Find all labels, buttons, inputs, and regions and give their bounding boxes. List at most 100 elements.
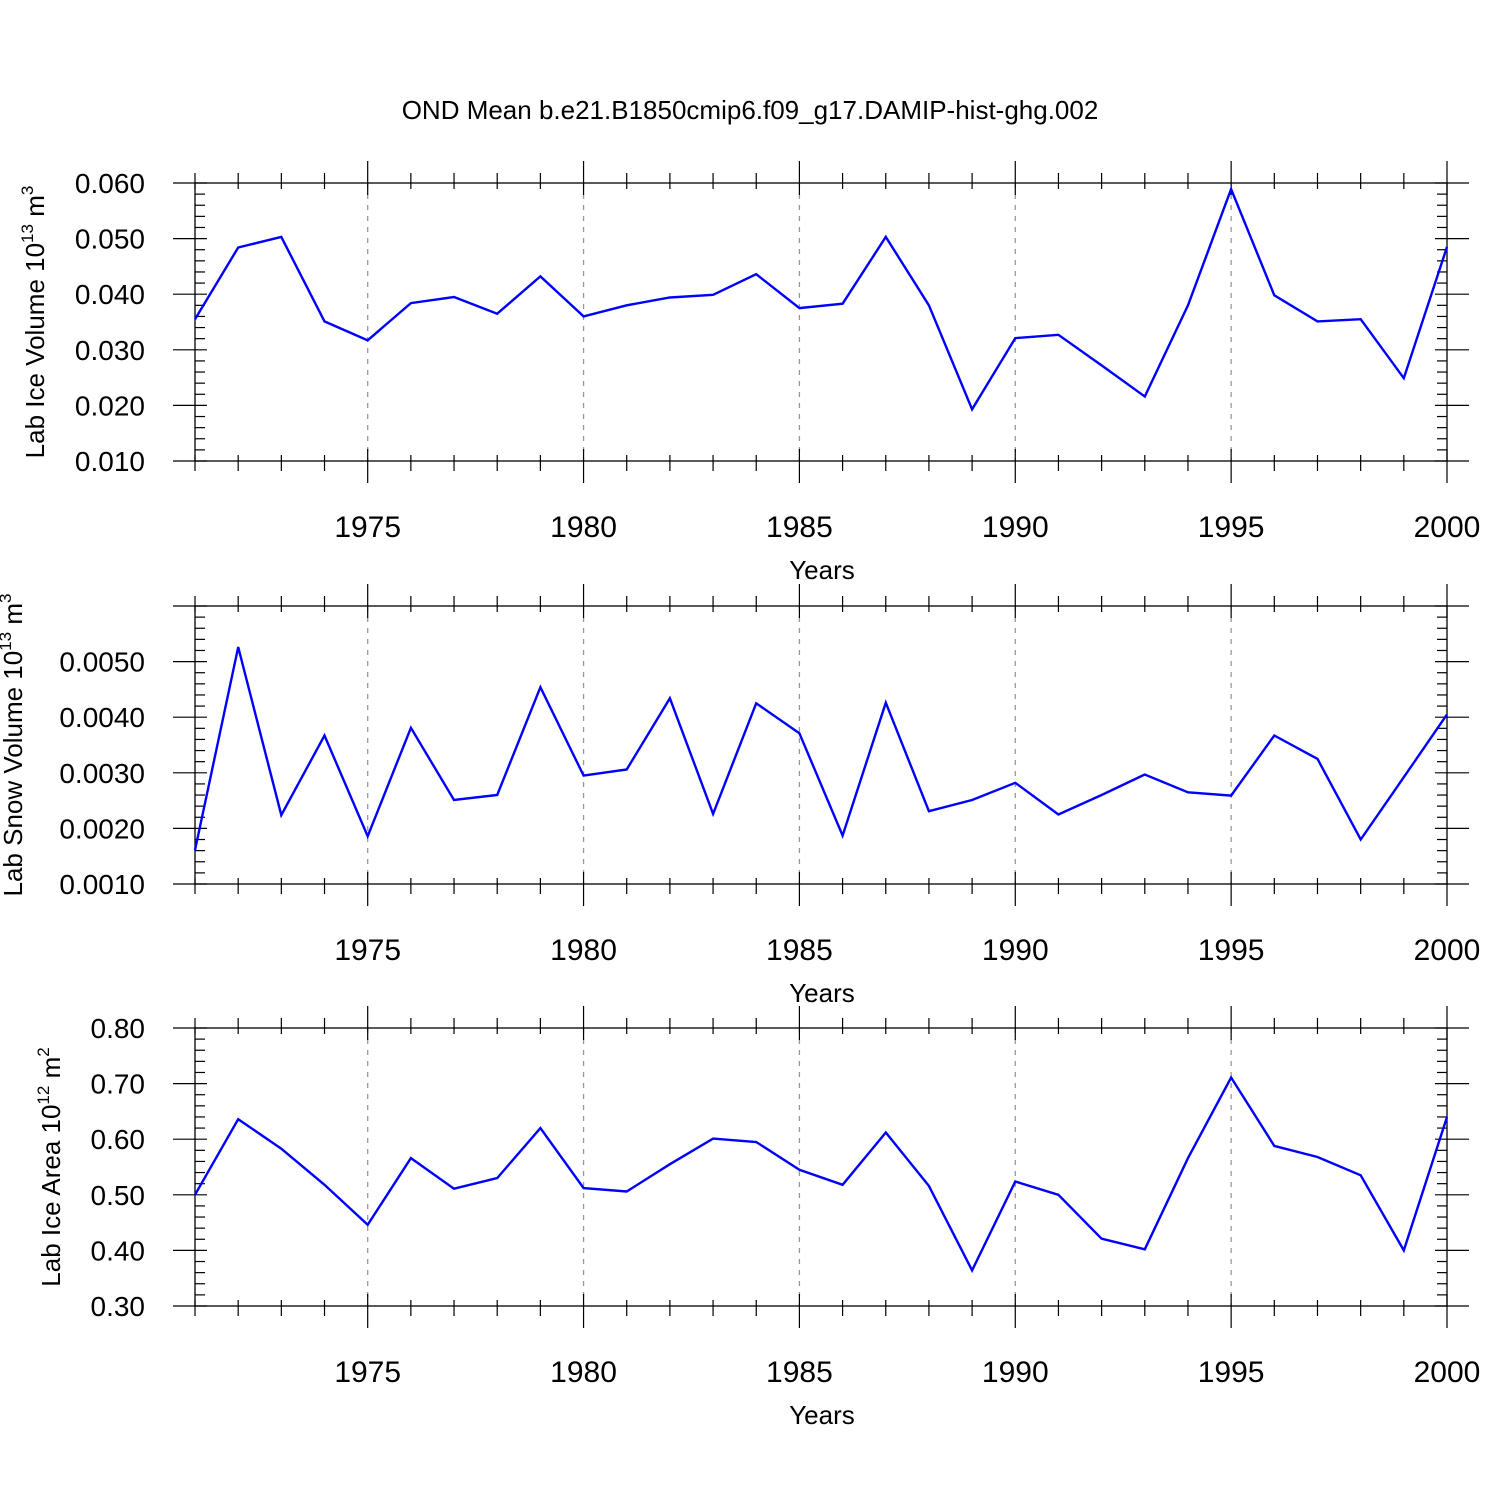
data-point (798, 732, 801, 734)
data-point (841, 835, 844, 837)
y-tick-label: 0.40 (91, 1235, 146, 1266)
data-point (1057, 813, 1060, 816)
y-axis-label-superscript: 3 (18, 186, 37, 195)
y-tick-label: 0.010 (75, 446, 145, 477)
data-point (1446, 713, 1448, 716)
y-tick-label: 0.030 (75, 335, 145, 366)
data-point (280, 236, 282, 238)
data-point (539, 275, 541, 278)
data-point (1014, 782, 1016, 784)
y-axis-label: Lab Ice Volume 1013 m3 (18, 186, 50, 459)
data-point (194, 318, 196, 320)
data-point (1446, 246, 1448, 248)
data-point (582, 774, 585, 777)
data-point (410, 1157, 412, 1159)
data-point (798, 1169, 801, 1171)
data-point (885, 702, 887, 704)
y-tick-label: 0.0010 (59, 869, 145, 900)
plot-frame (194, 605, 1448, 885)
data-point (194, 1194, 196, 1196)
data-point (280, 814, 282, 816)
x-tick-label: 2000 (1414, 511, 1481, 544)
y-axis-label-part: m (20, 195, 50, 224)
data-point (539, 686, 541, 688)
y-tick-label: 0.0030 (59, 758, 145, 789)
data-point (237, 1118, 239, 1120)
x-axis-label: Years (789, 555, 855, 585)
data-point (755, 273, 757, 275)
x-tick-label: 1990 (982, 934, 1049, 967)
y-axis-label-superscript: 13 (18, 224, 37, 243)
x-tick-label: 1990 (982, 1356, 1049, 1389)
y-tick-label: 0.0040 (59, 702, 145, 733)
data-point (1230, 188, 1232, 190)
x-axis-label: Years (789, 978, 855, 1008)
data-point (323, 320, 326, 323)
data-point (971, 1269, 973, 1272)
data-point (453, 1188, 455, 1190)
data-point (367, 339, 369, 341)
data-point (1403, 377, 1405, 379)
x-tick-label: 2000 (1414, 934, 1481, 967)
x-tick-label: 1975 (334, 934, 401, 967)
y-tick-label: 0.060 (75, 168, 145, 199)
x-tick-label: 1980 (550, 1356, 617, 1389)
plot-frame (194, 1027, 1448, 1307)
data-point (1360, 1174, 1362, 1176)
data-line (193, 185, 1449, 412)
x-tick-label: 1990 (982, 511, 1049, 544)
data-point (410, 302, 412, 304)
data-point (1101, 1238, 1103, 1240)
y-axis-label-part: Lab Ice Volume 10 (20, 243, 50, 458)
data-point (928, 1185, 930, 1187)
data-point (712, 813, 714, 815)
y-tick-label: 0.020 (75, 390, 145, 421)
data-point (798, 307, 801, 309)
data-point (971, 799, 973, 801)
data-line (193, 1075, 1449, 1274)
data-point (841, 303, 844, 305)
data-point (841, 1184, 844, 1186)
data-point (1144, 773, 1146, 776)
data-point (496, 1177, 498, 1179)
data-point (323, 734, 326, 737)
data-point (1187, 304, 1189, 306)
data-point (453, 296, 455, 298)
data-point (669, 296, 671, 299)
data-point (237, 246, 239, 249)
data-point (1403, 776, 1405, 778)
data-point (1273, 1145, 1275, 1147)
figure-title: OND Mean b.e21.B1850cmip6.f09_g17.DAMIP-… (402, 95, 1099, 125)
data-point (1316, 1156, 1319, 1158)
y-tick-label: 0.050 (75, 224, 145, 255)
data-point (1316, 758, 1319, 760)
data-point (496, 313, 498, 315)
y-axis-label-superscript: 2 (34, 1047, 53, 1056)
data-point (410, 727, 412, 729)
data-point (712, 1138, 714, 1140)
data-point (1014, 1180, 1016, 1183)
data-point (367, 835, 369, 837)
panel-1: 0.010 0.020 0.030 0.040 0.050 0.060 1975 1980 19… (18, 161, 1480, 585)
data-point (194, 849, 196, 851)
data-point (1230, 794, 1232, 797)
data-point (539, 1127, 541, 1129)
y-tick-label: 0.30 (91, 1291, 146, 1322)
data-point (755, 1141, 757, 1143)
x-tick-label: 1985 (766, 511, 833, 544)
data-point (453, 799, 455, 801)
data-point (1403, 1249, 1405, 1251)
data-point (1144, 395, 1146, 398)
x-tick-label: 1995 (1198, 1356, 1265, 1389)
y-axis-label-superscript: 12 (34, 1086, 53, 1105)
data-point (1187, 791, 1189, 793)
x-tick-label: 2000 (1414, 1356, 1481, 1389)
y-tick-label: 0.70 (91, 1069, 146, 1100)
y-axis-label: Lab Snow Volume 1013 m3 (0, 593, 28, 896)
data-point (1057, 1194, 1060, 1196)
x-axis-label: Years (789, 1400, 855, 1430)
x-tick-label: 1995 (1198, 934, 1265, 967)
x-tick-label: 1975 (334, 1356, 401, 1389)
x-tick-label: 1975 (334, 511, 401, 544)
